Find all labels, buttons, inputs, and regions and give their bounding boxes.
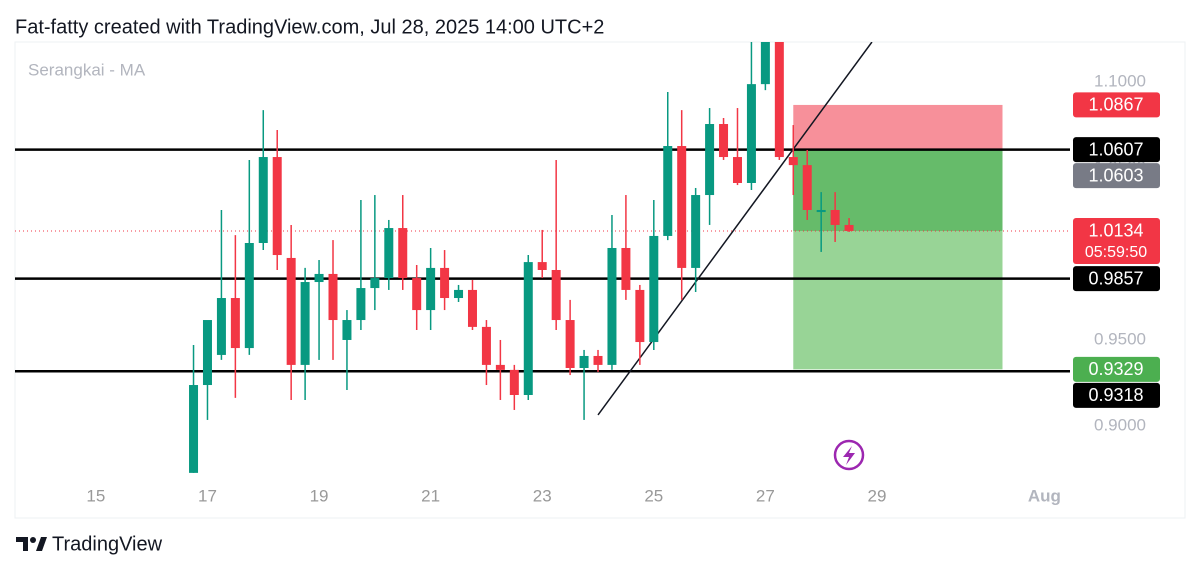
candle-body [300, 282, 310, 365]
chart-title: Fat-fatty created with TradingView.com, … [15, 16, 604, 38]
candle-body [565, 320, 575, 369]
x-tick-label: 25 [644, 486, 663, 505]
price-label: 0.9857 [1088, 268, 1143, 288]
candle-body [844, 224, 854, 231]
candle-body [412, 278, 422, 311]
candle-body [663, 146, 673, 236]
price-label: 1.0134 [1088, 221, 1143, 241]
candle-body [732, 157, 742, 183]
candle-body [356, 288, 366, 321]
candle-body [509, 369, 519, 395]
candle-body [244, 243, 254, 349]
candle-body [398, 228, 408, 279]
candle-body [216, 298, 226, 355]
realized-zone [793, 150, 1003, 231]
x-tick-label: Aug [1028, 486, 1061, 505]
candle-body [523, 262, 533, 395]
candle-body [760, 42, 770, 85]
events-icon[interactable] [833, 439, 865, 471]
price-label-box [1073, 382, 1160, 408]
candle-body [537, 262, 547, 270]
legend-text: Serangkai - MA [28, 60, 146, 79]
candle-body [635, 289, 645, 343]
candle-body [607, 247, 617, 365]
candle-body [481, 326, 491, 365]
candle-body [230, 298, 240, 349]
price-label: 0.9329 [1088, 359, 1143, 379]
candle-body [802, 165, 812, 210]
candle-body [189, 385, 199, 473]
y-tick-label: 0.9500 [1094, 329, 1146, 348]
chart-frame [14, 41, 1186, 519]
candle-body [440, 267, 450, 299]
candle-body [342, 320, 352, 340]
price-label-box [1073, 137, 1160, 163]
candle-body [495, 364, 505, 370]
candle-body [370, 278, 380, 289]
x-tick-label: 27 [756, 486, 775, 505]
price-label: 1.0867 [1088, 95, 1143, 115]
candle-body [202, 320, 212, 386]
price-label-box [1073, 217, 1160, 264]
candle-body [551, 269, 561, 321]
price-label: 1.0607 [1088, 139, 1143, 159]
candle-body [384, 228, 394, 279]
candle-body [593, 355, 603, 365]
y-tick-label: 1.1000 [1094, 72, 1146, 91]
x-tick-label: 23 [533, 486, 552, 505]
candle-body [830, 209, 840, 225]
trendline [597, 42, 873, 416]
price-label-box [1073, 356, 1160, 382]
x-tick-label: 17 [198, 486, 217, 505]
candle-body [677, 146, 687, 268]
x-tick-label: 19 [310, 486, 329, 505]
candle-body [286, 257, 296, 365]
candle-body [719, 124, 729, 158]
candle-body [454, 289, 464, 299]
candle-body [788, 157, 798, 166]
candle-body [314, 273, 324, 283]
x-tick-label: 29 [868, 486, 887, 505]
candle-body [272, 157, 282, 256]
candle-body [649, 235, 659, 343]
price-label-box [1073, 266, 1160, 292]
price-label-box [1073, 92, 1160, 118]
plot-area [15, 42, 1070, 473]
price-label: 0.9318 [1088, 385, 1143, 405]
y-tick-label: 0.9000 [1094, 415, 1146, 434]
candle-body [258, 157, 268, 244]
candle-body [579, 355, 589, 369]
candle-body [746, 84, 756, 183]
candle-body [328, 273, 338, 321]
candle-body [426, 267, 436, 311]
candle-body [691, 195, 701, 268]
x-tick-label: 15 [86, 486, 105, 505]
footer-logo [16, 537, 47, 551]
price-label: 1.0603 [1088, 165, 1143, 185]
footer-brand: TradingView [52, 533, 163, 555]
countdown: 05:59:50 [1085, 244, 1147, 261]
candle-body [774, 42, 784, 158]
candle-body [816, 209, 826, 213]
stop-zone [793, 104, 1003, 151]
candle-body [705, 124, 715, 196]
candle-body [467, 289, 477, 327]
candle-body [621, 247, 631, 290]
price-label-box [1073, 163, 1160, 189]
x-tick-label: 21 [421, 486, 440, 505]
